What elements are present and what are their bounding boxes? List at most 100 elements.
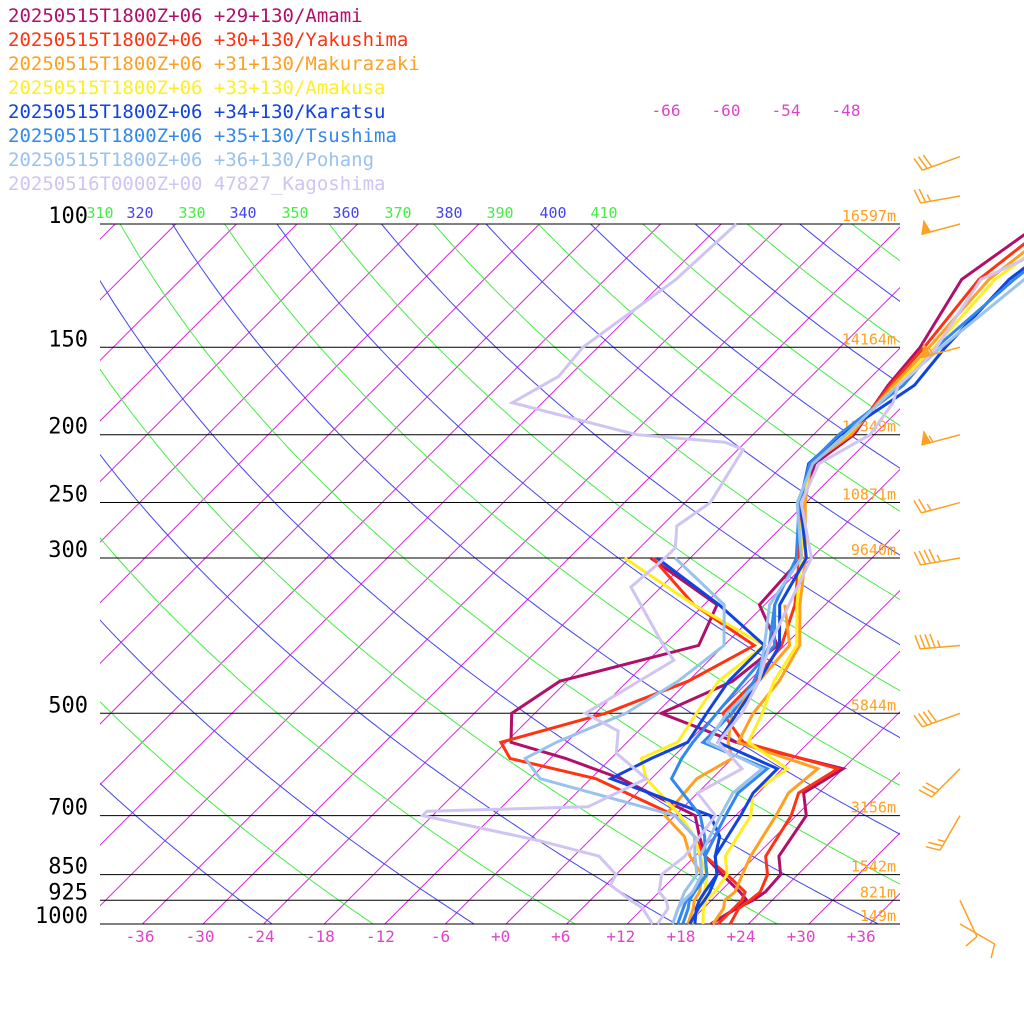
wind-barb-feather — [965, 935, 978, 947]
x-tick-label: +0 — [491, 927, 510, 946]
wind-barb-feather — [918, 550, 927, 565]
wind-barb-feather — [925, 845, 941, 851]
wind-barb — [914, 633, 961, 650]
wind-barb-feather — [913, 714, 924, 728]
series-temperature-line — [656, 257, 1024, 925]
x-tick-label: -12 — [366, 927, 395, 946]
height-label: 16597m — [842, 207, 896, 225]
wind-barb-feather — [913, 551, 922, 566]
dry-adiabat-line — [694, 223, 900, 385]
legend-item: 20250515T1800Z+06 +31+130/Makurazaki — [8, 53, 420, 75]
wind-barb — [921, 219, 961, 236]
x-tick-label: +24 — [727, 927, 756, 946]
series-temperature-line — [657, 233, 1024, 926]
wind-barb-feather — [917, 156, 928, 169]
isotherm-line — [263, 286, 900, 924]
wind-barb-staff — [959, 923, 996, 945]
height-label: 1542m — [851, 858, 896, 876]
series-temperature-line — [693, 266, 1024, 925]
wind-barb-feather — [922, 785, 936, 795]
wind-barb-staff — [920, 195, 961, 204]
isotherm-line — [100, 223, 783, 907]
legend-item: 20250515T1800Z+06 +29+130/Amami — [8, 5, 363, 27]
wind-barb-staff — [921, 223, 961, 236]
x-tick-label: +6 — [551, 927, 570, 946]
x-tick-label: -36 — [126, 927, 155, 946]
wind-barb-half-feather — [936, 554, 941, 562]
moist-adiabat-line — [100, 368, 778, 924]
dry-adiabat-line — [171, 223, 900, 835]
wind-barb-feather — [924, 634, 931, 649]
wind-barb — [913, 709, 961, 728]
wind-barb-feather — [918, 188, 927, 203]
height-label: 9640m — [851, 541, 896, 559]
wind-barb-feather — [923, 549, 932, 564]
mixing-label: -54 — [772, 101, 801, 120]
mixing-label: -66 — [652, 101, 681, 120]
legend-item: 20250515T1800Z+06 +36+130/Pohang — [8, 149, 375, 171]
isotherm-line — [100, 223, 540, 665]
theta-label: 360 — [332, 204, 359, 222]
x-tick-label: -24 — [246, 927, 275, 946]
wind-barb-feather — [918, 789, 933, 798]
theta-label: 310 — [86, 204, 113, 222]
wind-barb-feather — [922, 154, 933, 168]
isotherm-line — [100, 223, 237, 362]
height-label: 10871m — [842, 486, 896, 504]
wind-barb-feather — [927, 709, 938, 723]
dry-adiabat-line — [100, 453, 677, 924]
theta-label: 370 — [384, 204, 411, 222]
isotherm-line — [0, 224, 55, 924]
wind-barb-half-feather — [926, 503, 932, 511]
series-temperature-line — [711, 249, 1024, 925]
theta-label: 330 — [178, 204, 205, 222]
wind-barb — [921, 429, 961, 446]
wind-barb-half-feather — [937, 839, 946, 843]
wind-barb-feather — [929, 633, 936, 648]
isotherm-line — [748, 771, 900, 924]
height-label: 5844m — [851, 696, 896, 714]
legend-item: 20250515T1800Z+06 +33+130/Amakusa — [8, 77, 386, 99]
wind-barb — [913, 154, 961, 171]
series-temperature-line — [720, 242, 1024, 925]
theta-label: 380 — [435, 204, 462, 222]
mixing-label: -60 — [712, 101, 741, 120]
dry-adiabat-line — [485, 223, 900, 556]
wind-barb — [913, 498, 961, 514]
wind-barb — [918, 768, 961, 798]
pressure-label: 100 — [48, 204, 88, 229]
wind-barb — [921, 342, 961, 359]
pressure-label: 700 — [48, 796, 88, 821]
x-tick-label: +12 — [606, 927, 635, 946]
wind-barb-half-feather — [928, 435, 934, 443]
legend-item: 20250515T1800Z+06 +30+130/Yakushima — [8, 29, 409, 51]
series-dewpoint-line — [607, 556, 767, 925]
wind-barb-staff — [921, 501, 961, 514]
pressure-label: 925 — [48, 880, 88, 905]
wind-barb-staff — [922, 712, 961, 728]
dry-adiabat-line — [799, 223, 900, 303]
theta-label: 320 — [126, 204, 153, 222]
series-temperature-line — [701, 256, 1024, 925]
moist-adiabat-line — [224, 223, 900, 786]
legend-item: 20250515T1800Z+06 +34+130/Karatsu — [8, 101, 386, 123]
isotherm-line — [566, 589, 900, 924]
mixing-label: -48 — [832, 101, 861, 120]
wind-barb — [959, 923, 996, 959]
wind-barb — [913, 188, 961, 204]
isotherm-line — [384, 408, 900, 924]
moist-adiabat-line — [119, 223, 900, 885]
isotherm-line — [100, 223, 722, 846]
wind-barb-feather — [913, 158, 924, 171]
theta-label: 400 — [539, 204, 566, 222]
height-label: 14164m — [842, 330, 896, 348]
isotherm-line — [142, 223, 843, 924]
isotherm-line — [808, 832, 900, 924]
wind-barb-staff — [959, 899, 978, 937]
height-label: 149m — [860, 907, 896, 925]
wind-barb — [959, 899, 978, 947]
theta-label: 340 — [229, 204, 256, 222]
theta-label: 410 — [590, 204, 617, 222]
wind-barb-feather — [990, 943, 996, 959]
